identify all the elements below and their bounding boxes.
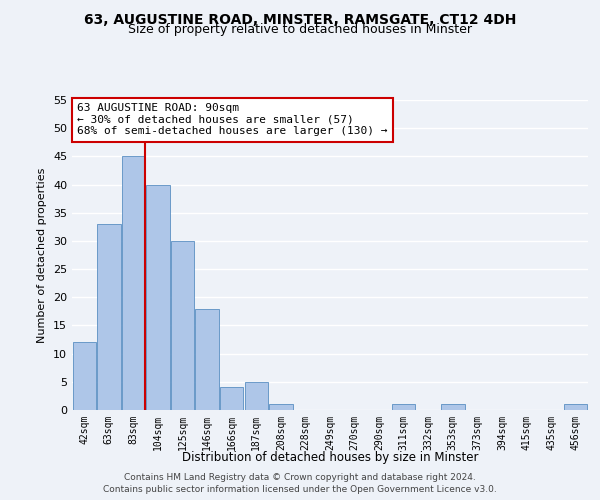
Bar [392, 404, 415, 410]
Bar [196, 308, 219, 410]
Text: Distribution of detached houses by size in Minster: Distribution of detached houses by size … [182, 451, 478, 464]
Bar [146, 184, 170, 410]
Bar [245, 382, 268, 410]
Text: Size of property relative to detached houses in Minster: Size of property relative to detached ho… [128, 22, 472, 36]
Bar [269, 404, 293, 410]
Bar [73, 342, 96, 410]
Bar [564, 404, 587, 410]
Bar [220, 388, 244, 410]
Text: 63 AUGUSTINE ROAD: 90sqm
← 30% of detached houses are smaller (57)
68% of semi-d: 63 AUGUSTINE ROAD: 90sqm ← 30% of detach… [77, 103, 388, 136]
Text: Contains public sector information licensed under the Open Government Licence v3: Contains public sector information licen… [103, 484, 497, 494]
Bar [171, 241, 194, 410]
Text: 63, AUGUSTINE ROAD, MINSTER, RAMSGATE, CT12 4DH: 63, AUGUSTINE ROAD, MINSTER, RAMSGATE, C… [84, 12, 516, 26]
Bar [441, 404, 464, 410]
Text: Contains HM Land Registry data © Crown copyright and database right 2024.: Contains HM Land Registry data © Crown c… [124, 473, 476, 482]
Bar [122, 156, 145, 410]
Bar [97, 224, 121, 410]
Y-axis label: Number of detached properties: Number of detached properties [37, 168, 47, 342]
